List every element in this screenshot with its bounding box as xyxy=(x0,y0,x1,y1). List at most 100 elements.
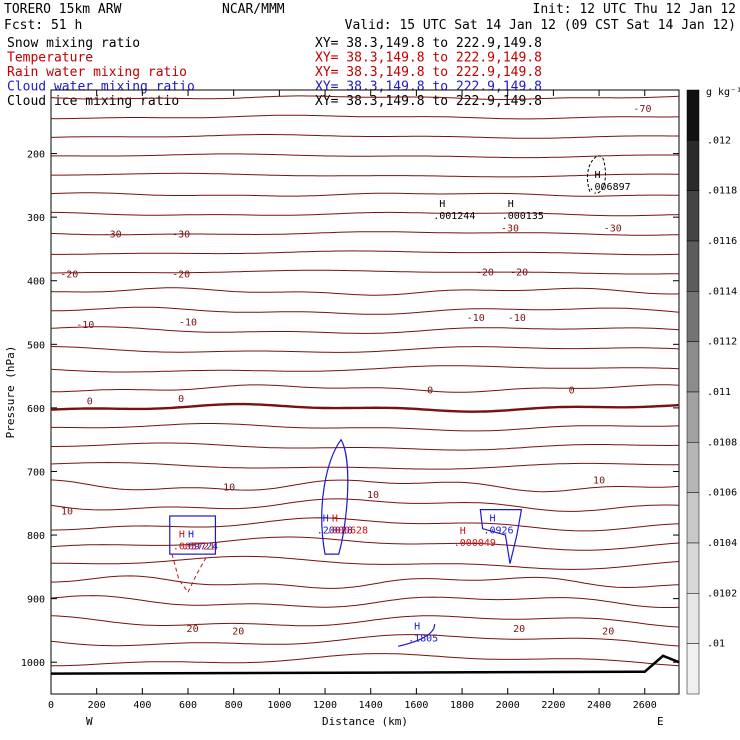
isotherm-line xyxy=(50,402,680,413)
cloud-ice-contour xyxy=(586,155,606,194)
colorbar-label: .0112 xyxy=(707,337,737,348)
west-label: W xyxy=(86,715,93,728)
isotherm-line xyxy=(50,536,680,551)
y-tick-label: 600 xyxy=(27,404,45,415)
x-tick-label: 1400 xyxy=(359,700,383,711)
center-title: NCAR/MMM xyxy=(222,2,285,17)
isotherm-label: 0 xyxy=(569,386,575,397)
extremum-value: .005721 xyxy=(173,541,215,552)
extremum-value: .09724 xyxy=(182,541,218,552)
colorbar-label: .012 xyxy=(707,135,731,146)
field-xy: XY= 38.3,149.8 to 222.9,149.8 xyxy=(315,51,542,66)
x-tick-label: 2000 xyxy=(496,700,520,711)
field-name: Snow mixing ratio xyxy=(7,36,140,51)
isotherm-line xyxy=(51,423,680,432)
isotherm-line xyxy=(50,575,680,589)
extremum-marker: H xyxy=(332,514,338,525)
isotherm-line xyxy=(51,653,680,667)
colorbar-swatch xyxy=(686,593,700,644)
extremum-marker: H xyxy=(489,514,495,525)
forecast-hour: Fcst: 51 h xyxy=(4,18,82,33)
isotherm-line xyxy=(50,134,679,139)
x-tick-label: 200 xyxy=(88,700,106,711)
isotherm-label: 20 xyxy=(602,627,614,638)
extremum-value: .000628 xyxy=(326,526,368,537)
extremum-value: .006897 xyxy=(589,182,631,193)
isotherm-label: 0 xyxy=(178,394,184,405)
isotherm-line xyxy=(50,192,680,197)
isotherm-label: -30 xyxy=(104,229,122,240)
field-xy: XY= 38.3,149.8 to 222.9,149.8 xyxy=(315,36,542,51)
isotherm-line xyxy=(51,153,680,159)
field-legend: Snow mixing ratio XY= 38.3,149.8 to 222.9… xyxy=(7,36,542,109)
isotherm-line xyxy=(51,172,679,178)
isotherm-label: -30 xyxy=(501,224,519,235)
isotherm-line xyxy=(51,211,680,217)
cloud-water-contour xyxy=(479,509,523,564)
x-tick-label: 1000 xyxy=(267,700,291,711)
y-tick-label: 1000 xyxy=(21,658,45,669)
east-label: E xyxy=(657,715,664,728)
isotherm-line xyxy=(50,269,680,275)
isotherm-label: -10 xyxy=(508,313,526,324)
y-tick-label: 400 xyxy=(27,277,45,288)
model-title: TORERO 15km ARW xyxy=(4,2,122,17)
isotherm-label: -30 xyxy=(172,229,190,240)
y-tick-label: 800 xyxy=(27,531,45,542)
extremum-value: .1805 xyxy=(408,634,438,645)
x-tick-label: 600 xyxy=(179,700,197,711)
isotherm-line xyxy=(50,346,680,353)
field-name: Cloud water mixing ratio xyxy=(7,80,195,95)
colorbar-swatch xyxy=(686,643,700,695)
colorbar-swatch xyxy=(686,391,700,443)
x-tick-label: 0 xyxy=(48,700,54,711)
colorbar-swatch xyxy=(686,140,700,191)
axes: 0 200 400 600 800 1000 1200 1400 1600 1800 2000 220… xyxy=(21,90,679,711)
hydrometeor-contours xyxy=(169,155,606,647)
y-axis-label: Pressure (hPa) xyxy=(4,346,17,439)
isotherm-label: 0 xyxy=(87,397,93,408)
y-tick-label: 900 xyxy=(27,595,45,606)
y-tick-label: 300 xyxy=(27,213,45,224)
isotherm-line xyxy=(50,461,679,470)
isotherm-line xyxy=(50,615,680,628)
isotherm-line xyxy=(50,114,679,120)
isotherm-line xyxy=(51,306,680,315)
isotherm-line xyxy=(51,517,680,532)
isotherm-label: 10 xyxy=(593,475,605,486)
isotherm-label: -10 xyxy=(76,320,94,331)
extremum-marker: H xyxy=(188,529,194,540)
isotherm-label: -20 xyxy=(510,267,528,278)
isotherm-lines: -70 -30 -30 -30 -30 -20 -20 -20 -20 -10 -10 -10 -10 0… xyxy=(50,95,680,675)
field-xy: XY= 38.3,149.8 to 222.9,149.8 xyxy=(315,65,542,80)
isotherm-label: 20 xyxy=(187,624,199,635)
isotherm-label: 10 xyxy=(367,490,379,501)
isotherm-line xyxy=(51,442,679,451)
extremum-marker: H xyxy=(179,529,185,540)
cloud-water-contour xyxy=(169,515,217,555)
extremum-marker: H xyxy=(508,199,514,210)
x-tick-label: 2600 xyxy=(633,700,657,711)
cloud-water-contour xyxy=(397,623,436,647)
colorbar-swatch xyxy=(686,442,700,493)
isotherm-line xyxy=(50,634,680,647)
colorbar-label: .0114 xyxy=(707,286,737,297)
extremum-marker: H xyxy=(323,514,329,525)
extremum-value: .001244 xyxy=(433,211,475,222)
terrain-line xyxy=(50,654,680,675)
colorbar-swatch xyxy=(686,542,700,594)
isotherm-line xyxy=(50,326,680,334)
valid-time: Valid: 15 UTC Sat 14 Jan 12 (09 CST Sat … xyxy=(345,18,736,33)
isotherm-label: -30 xyxy=(604,224,622,235)
isotherm-label: -20 xyxy=(476,267,494,278)
isotherm-line xyxy=(51,555,680,570)
isotherm-line xyxy=(50,365,680,373)
colorbar-label: .0108 xyxy=(707,437,737,448)
isotherm-line xyxy=(50,231,680,236)
colorbar-unit: g kg⁻¹ xyxy=(706,87,740,98)
x-tick-label: 1800 xyxy=(450,700,474,711)
extremum-marker: H xyxy=(460,526,466,537)
x-tick-label: 1600 xyxy=(404,700,428,711)
x-tick-label: 1200 xyxy=(313,700,337,711)
